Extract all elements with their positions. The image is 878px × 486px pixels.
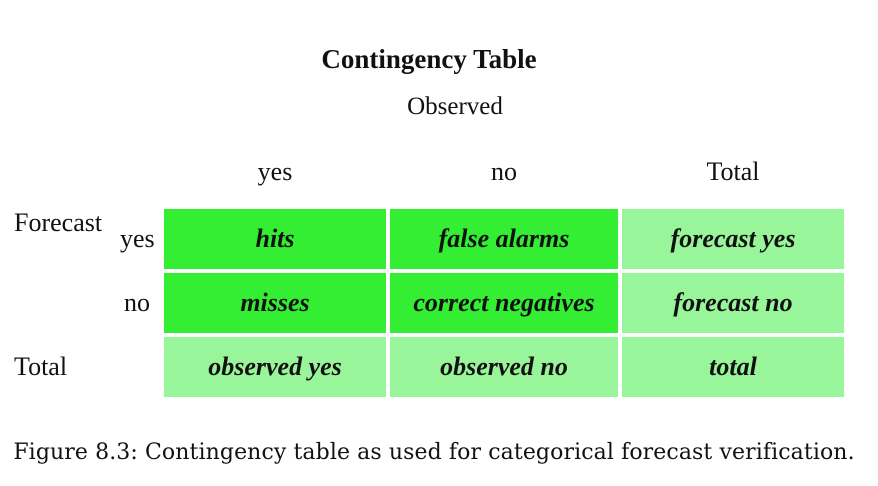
column-header-total: Total	[706, 157, 760, 186]
row-header-total: Total	[14, 352, 68, 381]
cell-observed-no: observed no	[390, 337, 618, 397]
forecast-label: Forecast	[14, 208, 103, 237]
cell-forecast-yes: forecast yes	[622, 209, 844, 269]
table-title: Contingency Table	[321, 44, 537, 74]
row-header-yes: yes	[120, 224, 155, 253]
observed-label: Observed	[407, 93, 503, 120]
cell-observed-yes: observed yes	[164, 337, 386, 397]
column-header-no: no	[491, 157, 517, 186]
cell-correct-negatives: correct negatives	[390, 273, 618, 333]
cell-total: total	[622, 337, 844, 397]
cell-hits: hits	[164, 209, 386, 269]
cell-false-alarms: false alarms	[390, 209, 618, 269]
row-header-no: no	[124, 288, 150, 317]
cell-misses: misses	[164, 273, 386, 333]
column-header-yes: yes	[257, 157, 293, 186]
figure-caption: Figure 8.3: Contingency table as used fo…	[13, 440, 855, 465]
cell-forecast-no: forecast no	[622, 273, 844, 333]
